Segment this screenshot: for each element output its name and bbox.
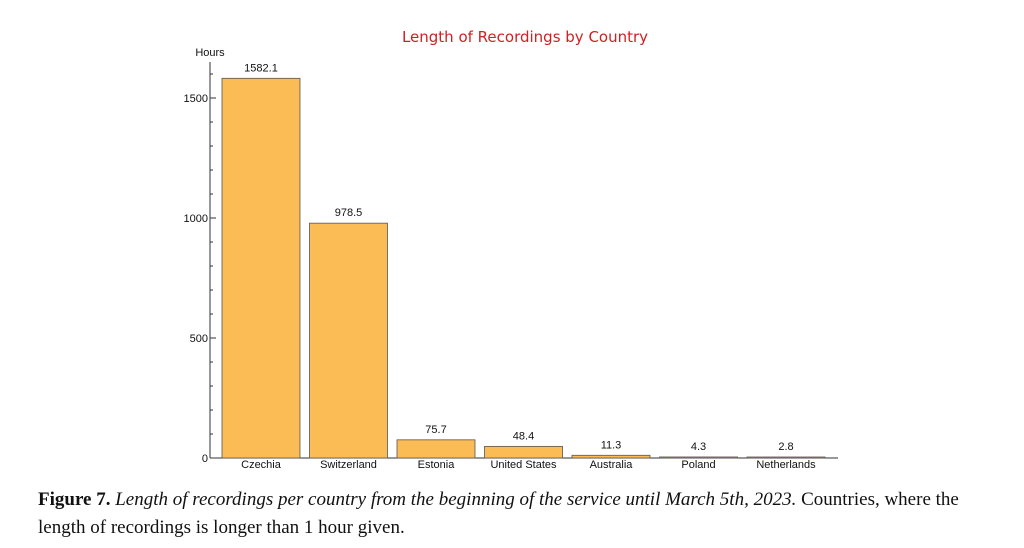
y-tick-label: 0 [202, 453, 208, 465]
figure-caption-text: Countries, where the length of recording… [38, 489, 959, 538]
bar-value-label: 978.5 [335, 207, 363, 219]
y-axis-ticks: 0 500 1000 1500 [184, 73, 216, 465]
figure-caption-italic: Length of recordings per country from th… [115, 489, 797, 510]
chart-title: Length of Recordings by Country [402, 28, 648, 46]
bar-value-labels: 1582.1 978.5 75.7 48.4 11.3 4.3 2.8 [244, 62, 793, 453]
y-tick-label: 500 [190, 333, 208, 345]
category-label: Czechia [241, 459, 282, 471]
bar-value-label: 2.8 [778, 441, 793, 453]
category-label: Netherlands [756, 459, 816, 471]
category-label: Estonia [418, 459, 456, 471]
bar-switzerland [309, 222, 388, 459]
bar-netherlands [746, 456, 826, 459]
bar-chart: Length of Recordings by Country Hours 0 5… [184, 28, 838, 471]
bar-value-label: 75.7 [425, 424, 446, 436]
category-label: Poland [681, 459, 715, 471]
y-tick-label: 1000 [184, 213, 208, 225]
bar-united-states [484, 445, 563, 459]
bars-group [221, 77, 826, 459]
bar-czechia [221, 77, 301, 459]
category-label: Switzerland [320, 459, 377, 471]
figure-number: Figure 7. [38, 489, 111, 510]
bar-value-label: 4.3 [691, 441, 706, 453]
category-labels: Czechia Switzerland Estonia United States Au… [241, 459, 816, 471]
bar-poland [659, 456, 738, 459]
y-axis-label: Hours [195, 47, 225, 59]
figure-caption: Figure 7. Length of recordings per count… [38, 486, 1008, 542]
category-label: Australia [590, 459, 634, 471]
category-label: United States [490, 459, 557, 471]
bar-value-label: 1582.1 [244, 62, 278, 74]
y-tick-label: 1500 [184, 93, 208, 105]
bar-australia [571, 454, 651, 459]
bar-estonia [396, 439, 476, 459]
bar-value-label: 48.4 [513, 430, 534, 442]
bar-value-label: 11.3 [601, 439, 622, 451]
